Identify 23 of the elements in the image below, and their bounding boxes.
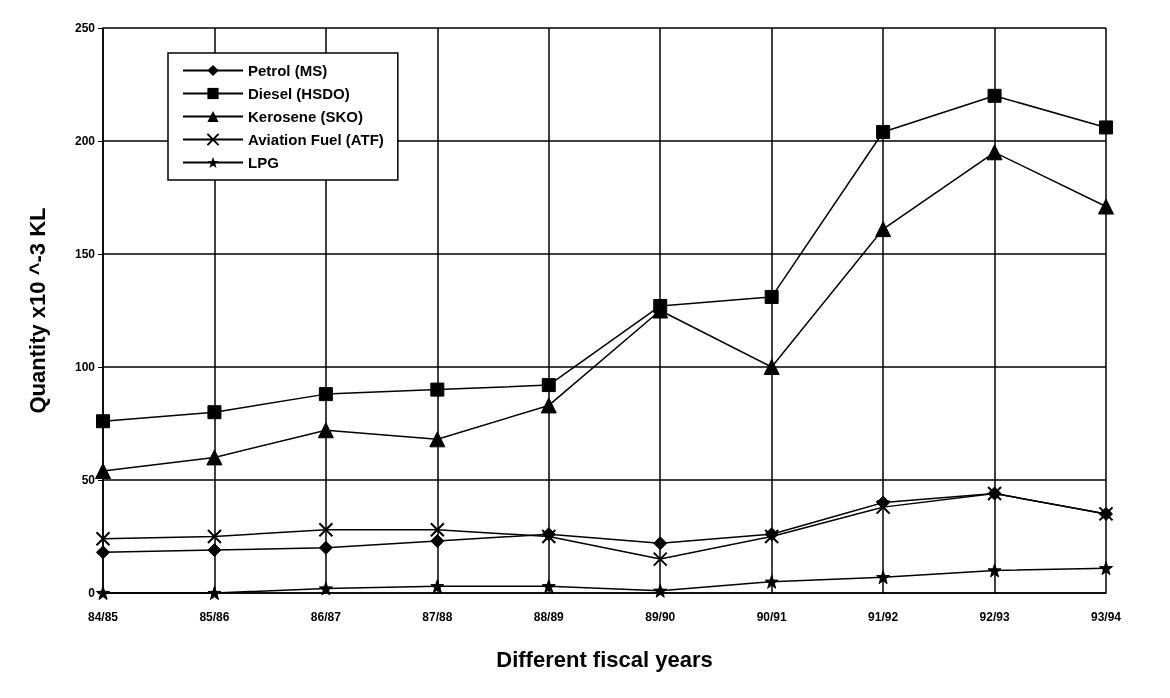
y-tick-label: 200 <box>74 134 96 148</box>
x-tick-label: 90/91 <box>756 610 788 624</box>
legend-label: Diesel (HSDO) <box>248 85 350 102</box>
x-axis-title: Different fiscal years <box>496 646 713 672</box>
y-axis-title: Quantity x10 ^-3 KL <box>24 207 50 414</box>
x-tick-label: 92/93 <box>979 610 1010 624</box>
legend-label: LPG <box>248 154 279 171</box>
y-tick-label: 0 <box>88 586 96 600</box>
x-tick-label: 91/92 <box>868 610 899 624</box>
x-tick-label: 85/86 <box>199 610 230 624</box>
x-tick-label: 88/89 <box>533 610 565 624</box>
legend-label: Petrol (MS) <box>248 62 328 79</box>
y-tick-label: 100 <box>74 360 96 374</box>
y-tick-label: 50 <box>81 473 96 487</box>
x-tick-label: 93/94 <box>1090 610 1122 624</box>
legend-label: Aviation Fuel (ATF) <box>248 131 384 148</box>
x-tick-label: 84/85 <box>87 610 119 624</box>
y-tick-label: 150 <box>74 247 96 261</box>
x-tick-label: 89/90 <box>645 610 676 624</box>
y-tick-label: 250 <box>74 21 96 35</box>
legend-label: Kerosene (SKO) <box>248 108 364 125</box>
x-tick-label: 87/88 <box>422 610 453 624</box>
x-tick-label: 86/87 <box>310 610 342 624</box>
